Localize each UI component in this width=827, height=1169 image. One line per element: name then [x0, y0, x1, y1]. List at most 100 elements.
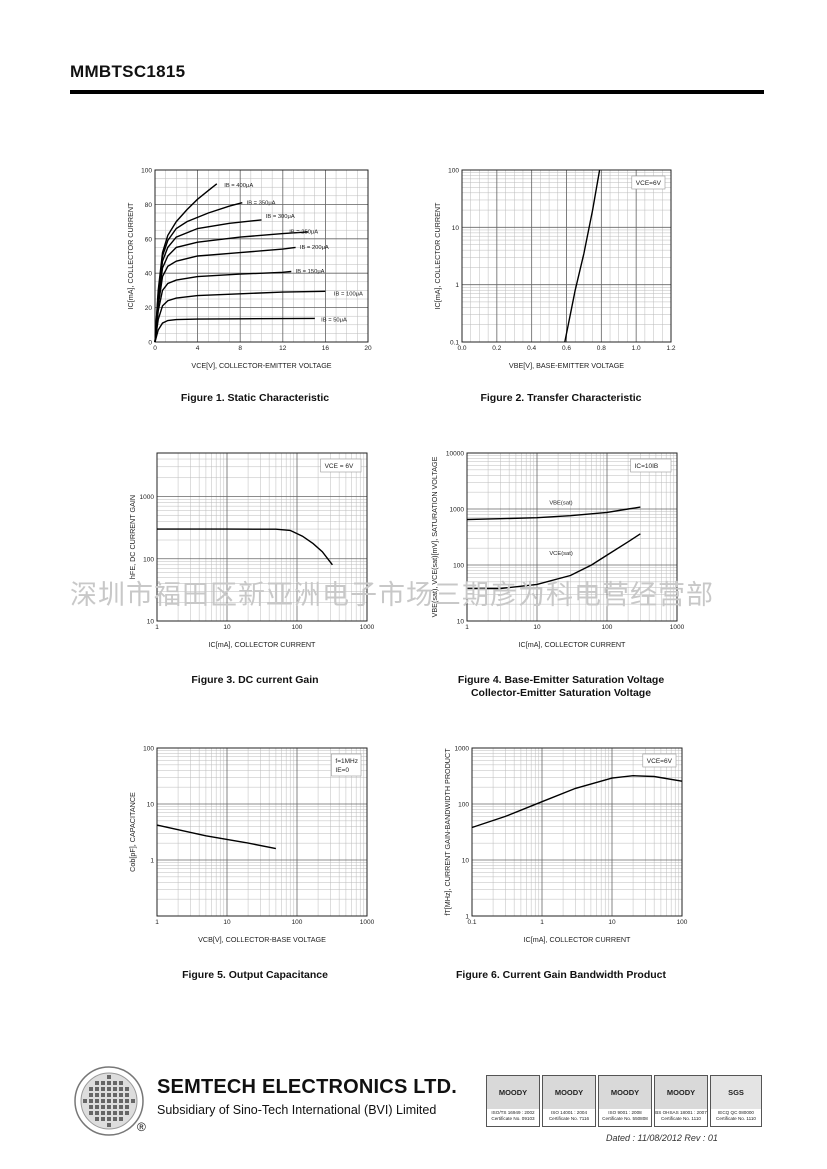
series-label: IB = 250μA: [289, 230, 318, 236]
cert-line: IECQ QC 080000: [717, 1110, 754, 1115]
y-tick-label: 80: [145, 202, 153, 209]
y-tick-label: 20: [145, 305, 153, 312]
x-tick-label: 0.8: [597, 345, 606, 352]
y-tick-label: 10: [147, 619, 155, 626]
caption-fig2: Figure 2. Transfer Characteristic: [480, 392, 642, 404]
logo-dot: [113, 1081, 117, 1085]
x-tick-label: 10: [608, 919, 616, 926]
series-label: IB = 300μA: [266, 214, 295, 220]
y-tick-label: 1: [465, 914, 469, 921]
y-tick-label: 100: [143, 746, 154, 753]
logo-dot: [119, 1081, 123, 1085]
logo-dot: [125, 1087, 129, 1091]
series-line: [466, 506, 641, 521]
plot-frame: [154, 169, 369, 343]
plot-frame: [461, 169, 672, 343]
chart-fig5: 1 10 100 1000 1 10 100 VCB[V], COLLECTOR-BASE V…: [128, 746, 375, 945]
x-tick-label: 1.2: [666, 345, 675, 352]
x-tick-label: 100: [677, 919, 688, 926]
logo-dot: [101, 1111, 105, 1115]
x-tick-label: 12: [279, 345, 287, 352]
series-line: [471, 774, 683, 829]
x-tick-label: 16: [322, 345, 330, 352]
y-tick-label: 10000: [446, 451, 464, 458]
cert-line: BS OHSAS 18001 : 2007: [655, 1110, 707, 1115]
x-tick-label: 100: [292, 919, 303, 926]
annotation-text: VCE = 6V: [325, 463, 354, 470]
y-tick-label: 100: [453, 563, 464, 570]
cert-badge: MOODY ISO 9001 : 2008 Certificate No. 550…: [598, 1075, 652, 1127]
x-axis-label: VCE[V], COLLECTOR-EMITTER VOLTAGE: [191, 361, 331, 370]
logo-dot: [125, 1111, 129, 1115]
x-tick-label: 10: [223, 919, 231, 926]
plot-frame: [156, 452, 368, 622]
y-tick-label: 1: [455, 282, 459, 289]
series-line: [154, 231, 309, 343]
logo-dot: [101, 1105, 105, 1109]
logo-dot: [89, 1111, 93, 1115]
logo-dot: [107, 1117, 111, 1121]
logo-dot: [95, 1117, 99, 1121]
series-line: [154, 290, 326, 343]
x-tick-label: 1.0: [632, 345, 641, 352]
x-tick-label: 20: [364, 345, 372, 352]
watermark: 深圳市福田区新亚洲电子市场三期彦为科电营经营部: [70, 580, 714, 611]
y-axis-label: Cob[pF], CAPACITANCE: [128, 792, 137, 872]
logo-dot: [119, 1111, 123, 1115]
x-tick-label: 0: [153, 345, 157, 352]
series-line: [467, 533, 641, 590]
y-tick-label: 100: [143, 556, 154, 563]
series-line: [157, 528, 333, 566]
logo-dot: [113, 1105, 117, 1109]
title-rule: [70, 90, 764, 94]
y-axis-label: hFE, DC CURRENT GAIN: [128, 495, 137, 579]
y-tick-label: 1: [150, 858, 154, 865]
logo-dot: [113, 1087, 117, 1091]
logo-dot: [89, 1093, 93, 1097]
y-tick-label: 0: [148, 340, 152, 347]
logo-dot: [113, 1093, 117, 1097]
series-label: IB = 50μA: [321, 317, 347, 323]
logo-dot: [101, 1093, 105, 1097]
y-tick-label: 10: [147, 802, 155, 809]
x-axis-label: VCB[V], COLLECTOR-BASE VOLTAGE: [198, 935, 326, 944]
x-tick-label: 1: [155, 919, 159, 926]
series-label: IB = 150μA: [296, 269, 325, 275]
cert-line: Certificate No. 550808: [602, 1115, 648, 1121]
x-tick-label: 0.2: [492, 345, 501, 352]
x-tick-label: 10: [533, 624, 541, 631]
y-tick-label: 0.1: [450, 340, 459, 347]
y-tick-label: 1000: [450, 507, 465, 514]
caption-fig4-line2: Collector-Emitter Saturation Voltage: [470, 687, 652, 699]
sgs-logo: SGS: [711, 1076, 761, 1109]
y-axis-label: IC[mA], COLLECTOR CURRENT: [126, 202, 135, 310]
cert-line: ISO 9001 : 2008: [608, 1110, 642, 1115]
series-line: [154, 317, 315, 343]
x-tick-label: 8: [238, 345, 242, 352]
x-tick-label: 1000: [360, 624, 375, 631]
cert-badge: MOODY BS OHSAS 18001 : 2007 Certificate N…: [654, 1075, 708, 1127]
x-tick-label: 0.4: [527, 345, 536, 352]
cert-line: Certificate No. 1110: [661, 1115, 701, 1121]
logo-dot: [89, 1099, 93, 1103]
logo-dot: [107, 1075, 111, 1079]
logo-dot: [125, 1093, 129, 1097]
plot-frame: [471, 747, 683, 917]
y-tick-label: 100: [448, 168, 459, 175]
cert-line: ISO/TS 16949 : 2002: [491, 1110, 535, 1115]
logo-dot: [83, 1099, 87, 1103]
registered-mark: ®: [137, 1120, 146, 1134]
logo-dot: [119, 1105, 123, 1109]
logo-dot: [95, 1087, 99, 1091]
logo-dot: [131, 1099, 135, 1103]
logo-dot: [107, 1087, 111, 1091]
company-name: SEMTECH ELECTRONICS LTD.: [157, 1076, 457, 1098]
logo-dot: [95, 1105, 99, 1109]
series-line: [156, 824, 277, 850]
annotation-text: IC=10IB: [635, 463, 659, 470]
annotation-text: VCE=6V: [647, 758, 673, 765]
logo-dot: [107, 1081, 111, 1085]
y-tick-label: 60: [145, 236, 153, 243]
